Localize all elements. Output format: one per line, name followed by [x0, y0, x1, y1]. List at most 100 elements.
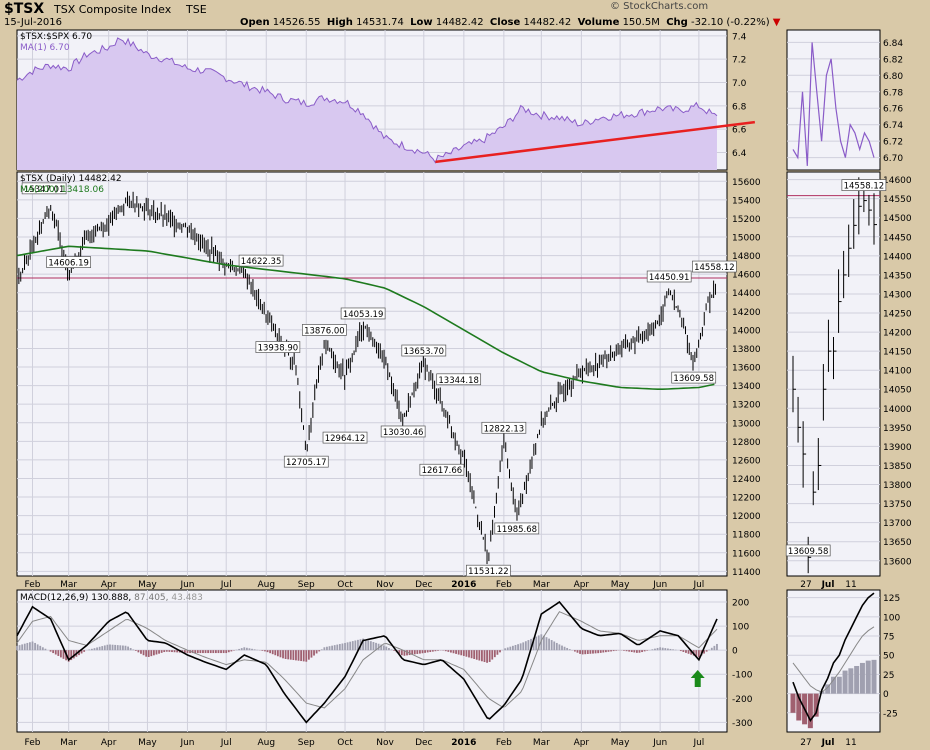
macd-histogram-bar	[119, 645, 122, 651]
price-annotation-box	[238, 254, 284, 267]
macd-histogram-bar	[589, 650, 592, 654]
macd-histogram-bar	[623, 650, 625, 651]
price-xtick-label: May	[611, 580, 630, 590]
macd-histogram-bar	[160, 650, 163, 653]
symbol: $TSX	[4, 1, 45, 17]
macd-histogram-bar	[713, 645, 716, 651]
price-panel	[16, 171, 728, 577]
macd-histogram-bar	[323, 647, 326, 651]
macd-histogram-bar	[116, 645, 119, 651]
price-ytick-label: 11600	[732, 549, 761, 559]
macd-histogram-bar	[16, 645, 18, 651]
price-annotation-label: 13653.70	[404, 347, 445, 357]
price-annotation-label: 11985.68	[497, 525, 538, 535]
macd-histogram-bar	[506, 647, 509, 651]
macd-histogram-bar	[344, 642, 346, 651]
price-annotation-box	[255, 341, 301, 353]
macd-xtick-label: Apr	[574, 738, 590, 748]
volume-label: Volume	[577, 17, 620, 28]
macd-histogram-bar	[635, 650, 638, 653]
macd-histogram-bar	[173, 650, 176, 653]
macd-zoom-histogram-bar	[813, 693, 819, 717]
macd-histogram-bar	[517, 644, 519, 651]
macd-histogram-bar	[341, 643, 344, 651]
macd-histogram-bar	[29, 642, 31, 651]
macd-histogram-bar	[576, 650, 579, 653]
macd-ytick-label: 0	[732, 647, 738, 657]
macd-zoom-signal-line	[792, 626, 875, 693]
macd-histogram-bar	[320, 649, 323, 651]
macd-histogram-bar	[659, 647, 662, 651]
price-annotation-box	[466, 564, 511, 577]
chg-value: -32.10 (-0.22%)	[691, 17, 770, 28]
macd-histogram-bar	[522, 642, 525, 651]
macd-ytick-label: 100	[732, 623, 749, 633]
price-xtick-label: Dec	[415, 580, 432, 590]
macd-histogram-bar	[499, 650, 501, 653]
macd-histogram-bar	[716, 643, 718, 651]
price-xtick-label: Feb	[25, 580, 41, 590]
price-xtick-label: Mar	[60, 580, 77, 590]
price-zoom-annotation-box	[841, 179, 887, 191]
macd-histogram-bar	[566, 647, 569, 651]
price-zoom-annotation-label: 13609.58	[788, 547, 829, 557]
price-zoom-ytick-label: 13600	[883, 557, 912, 567]
macd-histogram-bar	[274, 650, 277, 656]
macd-ytick-label: -100	[732, 671, 753, 681]
macd-histogram-bar	[93, 648, 96, 651]
price-ytick-label: 11400	[732, 568, 761, 578]
macd-histogram-bar	[145, 650, 148, 657]
price-xtick-label: Jul	[692, 580, 704, 590]
price-ytick-label: 14000	[732, 326, 761, 336]
macd-zoom-histogram-bar	[807, 693, 813, 729]
macd-panel	[16, 589, 728, 733]
macd-histogram-bar	[382, 645, 385, 651]
price-zoom-ytick-label: 13800	[883, 481, 912, 491]
price-xtick-label: Mar	[533, 580, 550, 590]
macd-histogram-bar	[604, 650, 607, 653]
volume-value: 150.5M	[622, 17, 660, 28]
ohlc-readout: Open 14526.55 High 14531.74 Low 14482.42…	[240, 17, 780, 28]
price-legend-series: $TSX (Daily) 14482.42	[20, 174, 122, 184]
macd-histogram-bar	[287, 650, 290, 660]
macd-histogram-bar	[703, 650, 705, 654]
macd-histogram-bar	[612, 650, 615, 652]
macd-histogram-bar	[248, 648, 251, 651]
macd-histogram-bar	[202, 650, 204, 654]
macd-zoom-xtick-label: 27	[800, 738, 811, 748]
price-zoom-ytick-label: 14350	[883, 271, 912, 281]
ratio-zoom-ytick-label: 6.70	[883, 154, 903, 164]
macd-histogram-bar	[537, 635, 540, 651]
price-annotation-label: 12705.17	[286, 458, 327, 468]
macd-histogram-bar	[594, 650, 597, 654]
macd-histogram-bar	[132, 649, 135, 651]
macd-histogram-bar	[545, 637, 548, 651]
macd-histogram-bar	[641, 650, 643, 653]
macd-histogram-bar	[204, 650, 207, 654]
macd-histogram-bar	[592, 650, 594, 654]
ratio-zoom-ytick-label: 6.84	[883, 39, 903, 49]
macd-histogram-bar	[519, 643, 522, 651]
macd-zoom-histogram-bar	[859, 662, 865, 694]
macd-histogram-bar	[217, 650, 220, 654]
macd-histogram-bar	[142, 650, 145, 656]
ratio-ytick-label: 6.8	[732, 102, 747, 112]
macd-histogram-bar	[289, 650, 292, 660]
price-ytick-label: 12800	[732, 438, 761, 448]
macd-xtick-label: Mar	[60, 738, 77, 748]
macd-histogram-bar	[473, 650, 476, 659]
macd-histogram-bar	[168, 650, 171, 652]
macd-zoom-histogram-bar	[831, 676, 836, 694]
macd-histogram-bar	[297, 650, 300, 661]
macd-histogram-bar	[72, 650, 75, 659]
macd-histogram-bar	[581, 650, 584, 655]
macd-histogram-bar	[295, 650, 297, 661]
price-ytick-label: 15200	[732, 215, 761, 225]
price-annotation-box	[436, 373, 482, 386]
macd-histogram-bar	[155, 650, 158, 655]
macd-histogram-bar	[527, 640, 530, 651]
macd-xtick-label: Nov	[376, 738, 394, 748]
macd-histogram-bar	[630, 650, 633, 653]
price-legend-ma: MA(200) 13418.06	[20, 185, 104, 195]
macd-histogram-bar	[690, 650, 693, 655]
